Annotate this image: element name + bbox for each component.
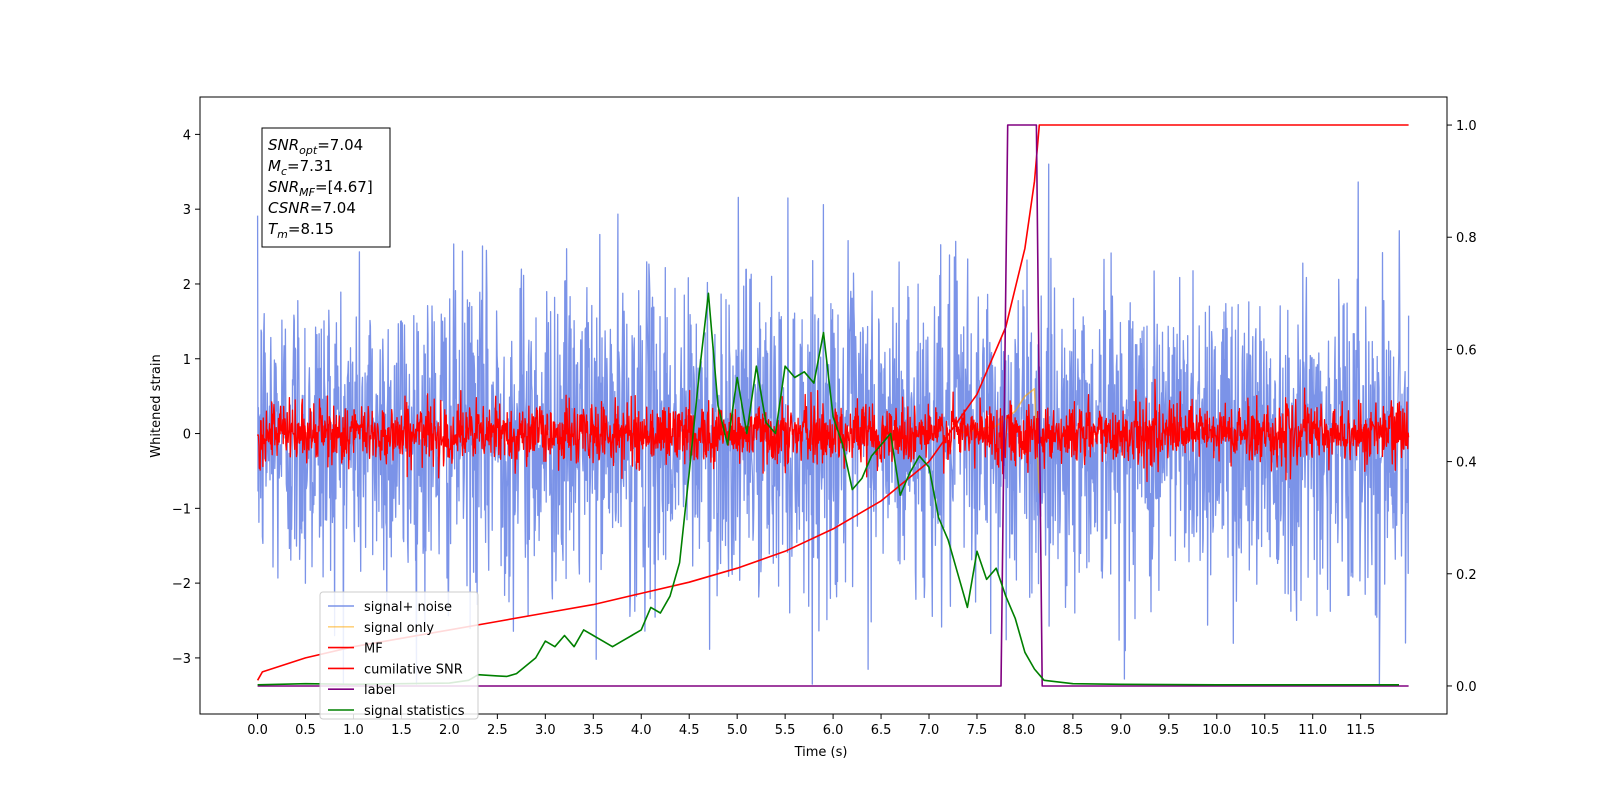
x-tick-label: 1.0 [343, 723, 364, 738]
x-tick-label: 9.0 [1111, 723, 1132, 738]
x-tick-label: 7.0 [919, 723, 940, 738]
legend: signal+ noise signal only MF cumilative SNR… [319, 591, 479, 720]
y-left-tick-label: 1 [183, 353, 191, 368]
series-line-label [257, 124, 1409, 687]
x-tick-label: 10.5 [1250, 723, 1279, 738]
stats-box-line: Mc=7.31 [268, 157, 333, 178]
y-right-tick-label: 0.0 [1456, 680, 1477, 695]
axes-layer: 0.0 0.5 1.0 1.5 2.0 2.5 3.0 3.5 4.0 4.5 5.0 5.5 6.0 6… [172, 119, 1477, 738]
stats-box-frame [261, 127, 391, 248]
y-right-tick-label: 0.8 [1456, 231, 1477, 246]
legend-label: cumilative SNR [364, 662, 463, 677]
x-tick-label: 11.0 [1298, 723, 1327, 738]
x-tick-label: 4.0 [631, 723, 652, 738]
x-tick-label: 3.5 [583, 723, 604, 738]
y-left-tick-label: 3 [183, 203, 191, 218]
x-tick-label: 0.0 [247, 723, 268, 738]
x-tick-label: 9.5 [1158, 723, 1179, 738]
legend-label: signal+ noise [364, 600, 452, 615]
x-tick-label: 5.0 [727, 723, 748, 738]
y-left-tick-label: 2 [183, 278, 191, 293]
x-tick-label: 2.5 [487, 723, 508, 738]
stats-box-line: CSNR=7.04 [268, 199, 356, 217]
x-tick-label: 3.0 [535, 723, 556, 738]
series-line-signal-noise [256, 163, 1410, 685]
y-left-tick-label: 4 [183, 128, 191, 143]
x-tick-label: 4.5 [679, 723, 700, 738]
y-left-tick-label: −2 [172, 577, 191, 592]
x-tick-label: 8.0 [1015, 723, 1036, 738]
y-right-tick-label: 1.0 [1456, 119, 1477, 134]
plot-frame [199, 96, 1448, 715]
x-tick-label: 7.5 [967, 723, 988, 738]
series-line-signal-statistics [257, 292, 1399, 686]
y-left-tick-label: 0 [183, 428, 191, 443]
x-tick-label: 11.5 [1346, 723, 1375, 738]
x-tick-label: 5.5 [775, 723, 796, 738]
stats-box-line: Tm=8.15 [268, 220, 334, 241]
legend-label: label [364, 683, 395, 698]
x-tick-label: 6.5 [871, 723, 892, 738]
stats-box-line: SNRopt=7.04 [268, 136, 363, 157]
x-tick-label: 1.5 [391, 723, 412, 738]
legend-label: MF [364, 642, 383, 657]
legend-label: signal statistics [364, 704, 465, 719]
y-right-tick-label: 0.6 [1456, 343, 1477, 358]
x-axis-label: Time (s) [794, 745, 848, 760]
x-tick-label: 2.0 [439, 723, 460, 738]
y-right-tick-label: 0.2 [1456, 568, 1477, 583]
y-right-tick-label: 0.4 [1456, 456, 1477, 471]
x-tick-label: 8.5 [1063, 723, 1084, 738]
stats-box-line: SNRMF=[4.67] [268, 178, 373, 199]
y-left-tick-label: −3 [172, 652, 191, 667]
y-left-tick-label: −1 [172, 502, 191, 517]
series-line-mf [256, 378, 1410, 483]
legend-label: signal only [364, 621, 434, 636]
x-tick-label: 10.0 [1202, 723, 1231, 738]
x-tick-label: 6.0 [823, 723, 844, 738]
x-tick-label: 0.5 [295, 723, 316, 738]
legend-frame [319, 591, 479, 720]
y-axis-label: Whitened strain [149, 354, 164, 457]
